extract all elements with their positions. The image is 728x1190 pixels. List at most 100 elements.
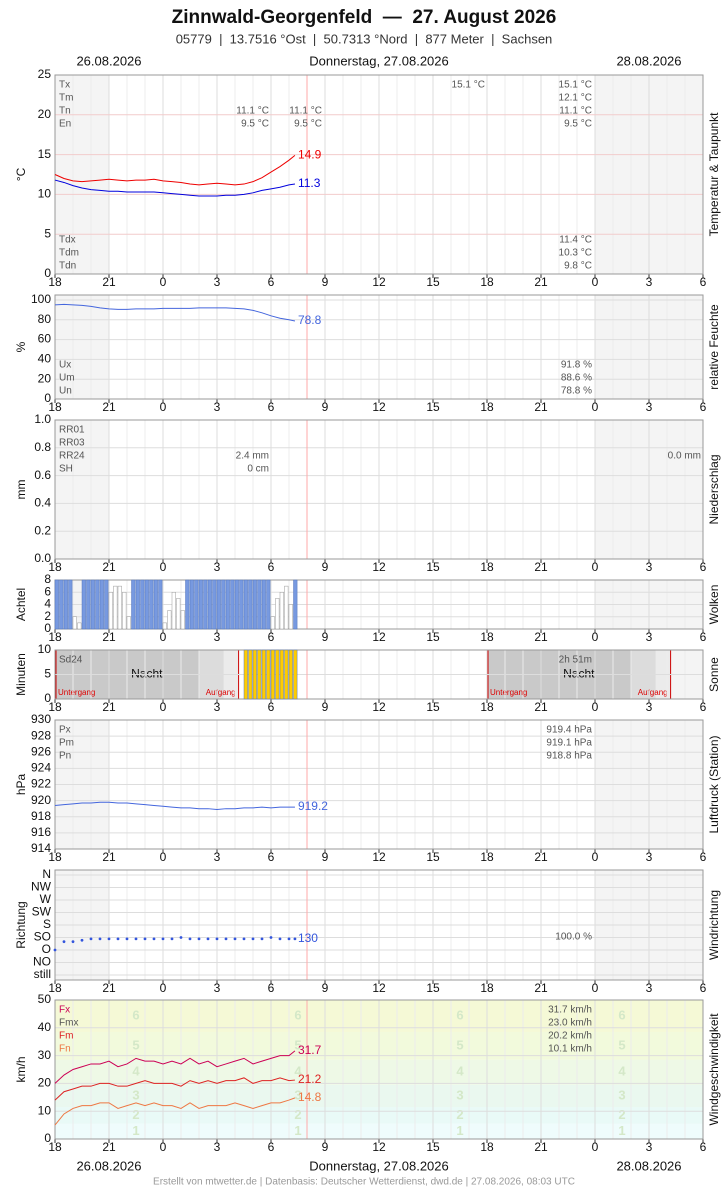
bar — [288, 649, 293, 700]
y-tick-label: S — [43, 917, 51, 931]
stat-label: SH — [59, 464, 73, 475]
point — [188, 937, 192, 941]
y-tick-label: 80 — [38, 312, 52, 326]
sunset-label: Untergang — [490, 688, 527, 697]
beaufort-label: 5 — [294, 1037, 301, 1052]
stat-value: 100.0 % — [555, 932, 592, 943]
bar — [135, 579, 140, 630]
sunrise-label: Aufgang — [206, 688, 236, 697]
plot-frame — [54, 419, 704, 560]
bar — [126, 616, 131, 630]
series-line — [54, 1097, 296, 1126]
x-tick-label: 0 — [160, 981, 167, 995]
stat-value: 15.1 °C — [559, 80, 592, 91]
point — [134, 937, 138, 941]
stat-value: 0.0 mm — [668, 451, 701, 462]
x-tick-label: 15 — [426, 850, 440, 864]
x-tick-label: 18 — [48, 630, 62, 644]
y-tick-label: 0 — [44, 1131, 51, 1145]
x-tick-label: 6 — [268, 700, 275, 714]
bar — [81, 579, 86, 630]
end-value-label: 130 — [298, 931, 318, 945]
side-label: Sonne — [707, 657, 721, 692]
stat-label: Fn — [59, 1044, 71, 1055]
stat-value: 2.4 mm — [236, 451, 269, 462]
plot-frame — [54, 999, 704, 1140]
bar — [284, 585, 289, 630]
y-tick-label: SO — [34, 930, 51, 944]
bar — [257, 579, 262, 630]
point — [206, 937, 210, 941]
bar — [171, 592, 176, 630]
series-line — [54, 1050, 296, 1084]
x-tick-label: 18 — [48, 850, 62, 864]
y-tick-label: N — [42, 867, 51, 881]
point — [224, 937, 228, 941]
x-tick-label: 0 — [160, 850, 167, 864]
side-label: Windgeschwindigkeit — [707, 1013, 721, 1126]
bar — [90, 579, 95, 630]
x-tick-label: 21 — [102, 400, 116, 414]
bar — [230, 579, 235, 630]
y-tick-label: 10 — [38, 187, 52, 201]
date-left: 26.08.2026 — [76, 53, 141, 68]
side-label: Temperatur & Taupunkt — [707, 112, 721, 237]
stat-value: 9.5 °C — [294, 119, 322, 130]
bar — [261, 579, 266, 630]
stat-value: 10.1 km/h — [548, 1044, 592, 1055]
point — [107, 937, 111, 941]
plot-frame — [54, 719, 704, 850]
bar — [257, 649, 262, 700]
stat-label: Tx — [59, 80, 70, 91]
x-tick-label: 21 — [102, 850, 116, 864]
point — [98, 937, 102, 941]
y-tick-label: 926 — [31, 744, 51, 758]
point — [242, 937, 246, 941]
stat-label: En — [59, 119, 71, 130]
bar — [86, 579, 91, 630]
stat-label: Fm — [59, 1031, 73, 1042]
bar — [131, 579, 136, 630]
bar — [216, 579, 221, 630]
y-tick-label: 5 — [44, 667, 51, 681]
point — [152, 937, 156, 941]
x-tick-label: 18 — [480, 560, 494, 574]
x-tick-label: 12 — [372, 1140, 386, 1154]
y-tick-label: 918 — [31, 809, 51, 823]
y-axis-label: Richtung — [14, 901, 28, 948]
bar — [293, 579, 298, 630]
x-tick-label: 0 — [160, 700, 167, 714]
y-tick-label: 0.2 — [34, 523, 51, 537]
y-tick-label: 40 — [38, 1020, 52, 1034]
y-tick-label: 0.4 — [34, 496, 51, 510]
bar — [279, 592, 284, 630]
y-axis-label: hPa — [14, 774, 28, 796]
x-tick-label: 3 — [214, 1140, 221, 1154]
x-tick-label: 12 — [372, 850, 386, 864]
x-tick-label: 18 — [48, 981, 62, 995]
title: Zinnwald-Georgenfeld — 27. August 2026 — [172, 7, 557, 28]
bar — [275, 598, 280, 630]
side-label: Windrichtung — [707, 890, 721, 960]
x-tick-label: 3 — [646, 630, 653, 644]
y-tick-label: 928 — [31, 728, 51, 742]
series-line — [54, 1077, 295, 1101]
x-tick-label: 6 — [700, 400, 707, 414]
subtitle: 05779 | 13.7516 °Ost | 50.7313 °Nord | 8… — [176, 31, 553, 46]
x-tick-label: 3 — [214, 850, 221, 864]
x-tick-label: 6 — [700, 560, 707, 574]
beaufort-label: 3 — [456, 1087, 463, 1102]
stat-label: Pn — [59, 751, 71, 762]
stat-value: 91.8 % — [561, 360, 592, 371]
bar — [117, 585, 122, 630]
bar — [248, 579, 253, 630]
panel: Nacht Untergang Aufgang Nacht Untergang Aufga… — [14, 642, 721, 714]
stat-label: Sd24 — [59, 655, 83, 666]
x-tick-label: 9 — [322, 400, 329, 414]
x-tick-label: 15 — [426, 700, 440, 714]
x-tick-label: 12 — [372, 700, 386, 714]
bar — [234, 579, 239, 630]
bar — [140, 579, 145, 630]
x-tick-label: 21 — [534, 560, 548, 574]
x-tick-label: 18 — [480, 850, 494, 864]
